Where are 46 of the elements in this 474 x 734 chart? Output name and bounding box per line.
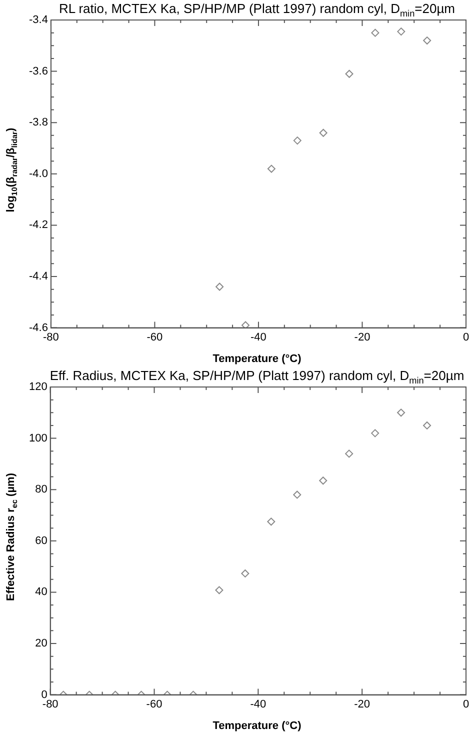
point (319, 128, 328, 137)
x-tick-label: -40 (250, 331, 266, 344)
x-axis-title: Temperature (°C) (212, 353, 302, 365)
point (423, 421, 432, 430)
x-tick-label: -20 (354, 698, 370, 710)
x-axis-title: Temperature (°C) (212, 720, 302, 732)
y-tick-label: 80 (35, 484, 48, 496)
x-tick-label: -80 (43, 331, 59, 344)
point (371, 429, 380, 438)
point (241, 569, 250, 578)
y-tick-label: 0 (41, 688, 48, 701)
point (397, 28, 406, 36)
point (215, 586, 224, 594)
y-tick-label: -3.8 (28, 116, 48, 129)
x-tick-label: -60 (146, 331, 163, 344)
x-tick-label: -40 (250, 698, 266, 710)
y-tick-label: -4.0 (28, 168, 48, 180)
point (345, 70, 354, 78)
point (267, 164, 276, 173)
chart-title: RL ratio, MCTEX Ka, SP/HP/MP (Platt 1997) random cyl, D$_{min}$=20µm (58, 1, 456, 19)
y-tick-label: 40 (35, 586, 48, 598)
point (423, 36, 432, 45)
point (319, 476, 328, 485)
point (293, 136, 302, 145)
chart-title: Eff. Radius, MCTEX Ka, SP/HP/MP (Platt 1997) random cyl, D$_{min}$=20µm (50, 368, 464, 386)
point (397, 408, 406, 417)
y-tick-label: -3.4 (28, 14, 48, 26)
y-tick-label: 20 (35, 638, 48, 650)
point (345, 450, 354, 458)
point (216, 282, 224, 291)
y-tick-label: -4.2 (28, 219, 48, 232)
y-tick-label: -4.4 (28, 270, 48, 283)
x-tick-label: 0 (462, 698, 470, 710)
point (267, 518, 276, 526)
point (293, 490, 302, 499)
y-tick-label: 100 (28, 432, 48, 444)
x-tick-label: -60 (146, 698, 162, 710)
y-tick-label: 120 (28, 381, 48, 394)
x-tick-label: -20 (354, 331, 370, 344)
x-tick-label: 0 (462, 331, 470, 344)
x-tick-label: -80 (42, 698, 58, 710)
y-tick-label: 60 (35, 534, 48, 547)
y-tick-label: -3.6 (28, 65, 48, 78)
point (242, 321, 250, 328)
point (371, 28, 380, 37)
y-tick-label: -4.6 (28, 322, 48, 334)
